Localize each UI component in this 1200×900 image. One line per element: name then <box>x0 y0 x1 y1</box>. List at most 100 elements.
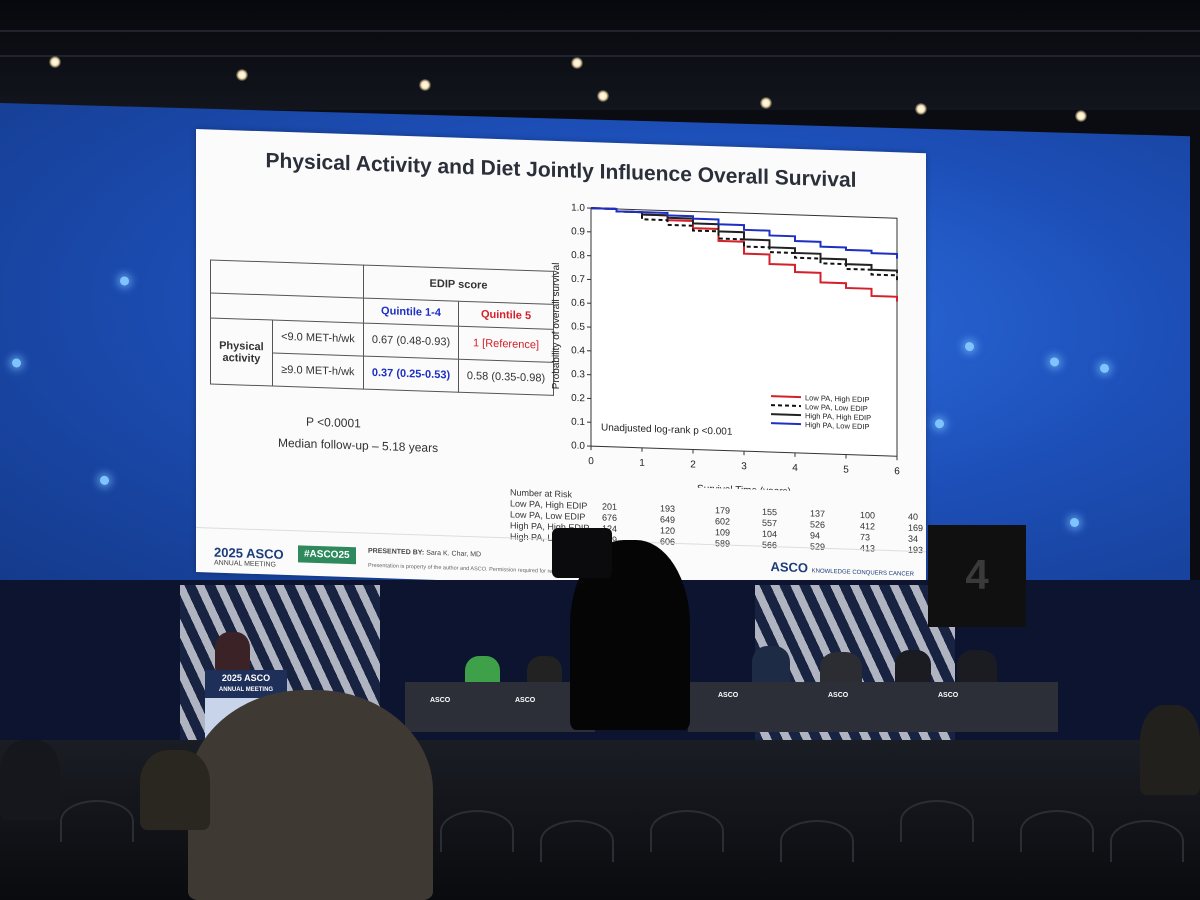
chair <box>650 810 724 852</box>
chair <box>440 810 514 852</box>
table-row-label: ≥9.0 MET-h/wk <box>272 353 364 390</box>
presenter-name: Sara K. Char, MD <box>426 549 482 559</box>
table-col-q5: Quintile 5 <box>458 301 554 330</box>
chair <box>60 800 134 842</box>
panelist <box>895 650 931 686</box>
ceiling-light <box>571 57 583 69</box>
table-logo: ASCO <box>515 697 536 704</box>
y-tick-label: 0.0 <box>571 440 585 451</box>
y-tick-label: 1.0 <box>571 202 585 213</box>
legend-swatch <box>771 422 801 426</box>
table-cell-reference: 1 [Reference] <box>458 326 554 363</box>
y-tick-label: 0.7 <box>571 274 585 285</box>
legend-label: High PA, High EDIP <box>805 411 871 422</box>
table-logo: ASCO <box>718 692 739 699</box>
asco-org-logo: ASCO KNOWLEDGE CONQUERS CANCER <box>770 559 914 579</box>
ceiling-light <box>1075 110 1087 122</box>
risk-count: 649 <box>660 514 676 525</box>
ceiling-light <box>49 56 61 68</box>
table-cell: 0.58 (0.35-0.98) <box>458 359 554 396</box>
org-tagline: KNOWLEDGE CONQUERS CANCER <box>811 568 914 578</box>
x-tick-label: 3 <box>741 461 747 472</box>
y-tick-label: 0.1 <box>571 417 585 428</box>
table-row-label: <9.0 MET-h/wk <box>272 320 364 357</box>
org-name: ASCO <box>770 559 809 576</box>
audience-member-foreground <box>188 690 433 900</box>
risk-count: 179 <box>715 505 731 516</box>
legend-label: Low PA, Low EDIP <box>805 402 868 413</box>
panelist <box>752 646 790 686</box>
presenter: PRESENTED BY: Sara K. Char, MD <box>368 548 481 559</box>
ceiling-light <box>419 79 431 91</box>
follow-up: Median follow-up – 5.18 years <box>278 435 439 456</box>
y-tick-label: 0.9 <box>571 226 585 237</box>
logo-sub: ANNUAL MEETING <box>214 559 276 569</box>
legend-swatch <box>771 404 801 408</box>
decorative-dot <box>100 475 109 486</box>
chair <box>1020 810 1094 852</box>
y-tick-label: 0.2 <box>571 393 585 404</box>
series-line-3 <box>591 207 898 259</box>
risk-count: 100 <box>860 510 876 521</box>
legend-label: High PA, Low EDIP <box>805 420 869 431</box>
table-empty-cell <box>210 259 364 299</box>
speaker <box>215 632 250 672</box>
ceiling-light <box>915 103 927 115</box>
legend-label: Low PA, High EDIP <box>805 393 869 404</box>
decorative-dot <box>1050 357 1059 367</box>
chart-annotation: Unadjusted log-rank p <0.001 <box>601 422 733 437</box>
risk-count: 169 <box>908 522 924 534</box>
podium-line2: ANNUAL MEETING <box>218 687 274 693</box>
risk-count: 109 <box>715 527 731 538</box>
decorative-dot <box>12 358 21 368</box>
table-logo: ASCO <box>828 692 849 699</box>
y-tick-label: 0.8 <box>571 250 585 261</box>
x-tick-label: 6 <box>894 466 900 477</box>
asco-meeting-logo: 2025 ASCO ANNUAL MEETING <box>214 545 284 569</box>
p-value: P <0.0001 <box>306 414 361 431</box>
legend-swatch <box>771 413 801 417</box>
table-logo: ASCO <box>430 697 451 704</box>
risk-header: Number at Risk <box>510 487 573 500</box>
risk-count: 526 <box>810 519 826 530</box>
slide-title: Physical Activity and Diet Jointly Influ… <box>265 149 857 192</box>
ceiling-light <box>760 97 772 109</box>
panel-table-right: ASCO ASCO ASCO <box>688 682 1058 732</box>
x-tick-label: 4 <box>792 463 798 474</box>
panel-table-left: ASCO ASCO <box>405 682 595 732</box>
legend-swatch <box>771 395 801 399</box>
y-tick-label: 0.3 <box>571 369 585 380</box>
truss <box>0 55 1200 57</box>
decorative-dot <box>935 419 944 429</box>
risk-count: 155 <box>762 506 778 518</box>
risk-count: 137 <box>810 508 826 519</box>
risk-count: 676 <box>602 512 618 523</box>
survival-chart: 0.0 0.1 0.2 0.3 0.4 0.5 0.6 0.7 0.8 0.9 1.0 0 1 2 3 4 5 6… <box>551 202 900 494</box>
chair <box>900 800 974 842</box>
y-tick-label: 0.5 <box>571 321 585 332</box>
ceiling-light <box>236 69 248 81</box>
sign-number: 4 <box>965 551 989 598</box>
edip-table: EDIP score Quintile 1-4 Quintile 5 Physi… <box>210 259 554 396</box>
x-tick-label: 0 <box>588 456 594 467</box>
logo-year: 2025 <box>214 544 243 561</box>
decorative-dot <box>1070 517 1079 528</box>
series-line-2 <box>591 207 898 274</box>
y-tick-label: 0.6 <box>571 298 585 309</box>
x-tick-label: 5 <box>843 464 849 475</box>
podium-line1: 2025 ASCO <box>221 673 271 683</box>
risk-count: 94 <box>810 530 821 541</box>
risk-count: 557 <box>762 517 778 529</box>
decorative-dot <box>965 341 974 352</box>
chair <box>1110 820 1184 862</box>
audience-member <box>0 740 60 820</box>
table-col-q14: Quintile 1-4 <box>363 298 459 327</box>
hashtag-badge: #ASCO25 <box>298 545 356 565</box>
video-camera <box>552 528 612 578</box>
y-tick-label: 0.4 <box>571 345 585 356</box>
truss <box>0 30 1200 32</box>
y-axis-label: Probability of overall survival <box>551 262 562 389</box>
x-tick-label: 1 <box>639 458 645 469</box>
panelist <box>957 650 997 686</box>
risk-count: 104 <box>762 528 778 540</box>
